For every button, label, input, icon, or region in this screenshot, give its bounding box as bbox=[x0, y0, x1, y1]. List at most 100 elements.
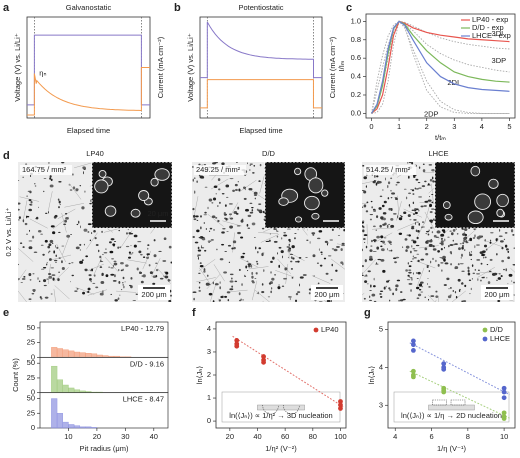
pit bbox=[461, 270, 465, 272]
pit bbox=[313, 275, 315, 277]
pit bbox=[217, 205, 219, 207]
pit bbox=[222, 228, 226, 230]
y-tick-label: 0 bbox=[31, 388, 35, 397]
pit bbox=[477, 278, 479, 282]
pit bbox=[512, 234, 515, 236]
pit bbox=[47, 245, 51, 249]
pit bbox=[93, 230, 96, 233]
pit bbox=[498, 235, 503, 238]
model-curve bbox=[371, 20, 510, 114]
pit bbox=[18, 263, 20, 266]
pit bbox=[42, 253, 45, 256]
pit bbox=[422, 169, 426, 173]
pit bbox=[18, 216, 21, 219]
pit bbox=[467, 269, 470, 273]
pit bbox=[316, 237, 321, 240]
pit bbox=[478, 269, 480, 271]
pit bbox=[369, 299, 373, 301]
x-tick-label: 4 bbox=[393, 432, 397, 441]
pit bbox=[483, 256, 485, 259]
nucleus bbox=[283, 404, 300, 415]
pit bbox=[479, 279, 482, 282]
pit bbox=[449, 230, 452, 232]
pit bbox=[369, 249, 373, 253]
texture-scratch bbox=[75, 286, 95, 295]
pit bbox=[462, 242, 465, 245]
pit bbox=[412, 248, 416, 250]
pit bbox=[435, 290, 438, 293]
pit bbox=[83, 171, 84, 175]
pit bbox=[288, 244, 291, 246]
pit bbox=[18, 278, 21, 280]
pit bbox=[370, 200, 373, 203]
pit bbox=[85, 255, 89, 258]
pit bbox=[255, 260, 258, 263]
pit bbox=[366, 201, 369, 204]
pit bbox=[364, 259, 367, 263]
y-axis-label: Voltage (V) vs. Li/Li⁺ bbox=[13, 33, 22, 102]
texture-scratch bbox=[239, 257, 258, 268]
pit bbox=[240, 255, 245, 259]
pit bbox=[435, 295, 439, 298]
pit bbox=[408, 274, 410, 278]
texture-scratch bbox=[258, 232, 279, 234]
pit bbox=[402, 246, 404, 248]
pit bbox=[429, 203, 433, 208]
pit bbox=[326, 242, 329, 244]
pit bbox=[394, 197, 398, 199]
pit bbox=[225, 196, 229, 198]
pit bbox=[456, 233, 459, 235]
pit bbox=[479, 251, 484, 255]
pit bbox=[257, 250, 259, 254]
pit bbox=[221, 162, 225, 166]
pit bbox=[387, 181, 391, 185]
pit bbox=[238, 292, 241, 296]
pit bbox=[249, 202, 253, 204]
pit bbox=[410, 277, 413, 279]
pit bbox=[220, 295, 224, 299]
pit bbox=[462, 300, 467, 302]
pit bbox=[114, 274, 116, 278]
texture-scratch bbox=[277, 258, 291, 275]
pit bbox=[498, 273, 501, 275]
pit bbox=[242, 252, 246, 255]
pit bbox=[142, 256, 146, 258]
pit bbox=[245, 265, 248, 269]
pit bbox=[411, 209, 415, 211]
pit bbox=[461, 244, 465, 248]
texture-scratch bbox=[18, 269, 27, 282]
pit bbox=[318, 301, 323, 302]
x-axis-label: 1/η (V⁻¹) bbox=[437, 444, 466, 453]
pit bbox=[369, 295, 371, 299]
pit bbox=[291, 277, 294, 279]
pit bbox=[458, 247, 461, 251]
histogram-bar bbox=[73, 351, 81, 358]
pit bbox=[200, 247, 205, 249]
pit bbox=[450, 232, 454, 236]
histogram-bar bbox=[90, 353, 98, 358]
pit bbox=[142, 274, 146, 278]
texture-scratch bbox=[222, 220, 242, 227]
pit bbox=[120, 269, 123, 272]
pit bbox=[250, 264, 253, 268]
x-tick-label: 8 bbox=[466, 432, 470, 441]
pit bbox=[389, 289, 392, 291]
pit bbox=[363, 204, 367, 208]
texture-scratch bbox=[217, 298, 220, 302]
pit bbox=[429, 178, 433, 182]
pit bbox=[256, 263, 259, 265]
pit bbox=[373, 174, 376, 178]
pit bbox=[369, 289, 372, 291]
pit bbox=[227, 298, 230, 302]
pit bbox=[418, 196, 423, 198]
pit bbox=[283, 277, 288, 280]
pit bbox=[459, 263, 464, 265]
plot-frame bbox=[26, 16, 151, 119]
model-label: 3DI bbox=[492, 29, 504, 38]
y-tick-label: 4 bbox=[379, 362, 383, 371]
pit bbox=[415, 286, 420, 290]
pit bbox=[403, 211, 407, 215]
pit bbox=[383, 200, 387, 204]
pit bbox=[274, 274, 277, 276]
pit bbox=[225, 217, 228, 221]
